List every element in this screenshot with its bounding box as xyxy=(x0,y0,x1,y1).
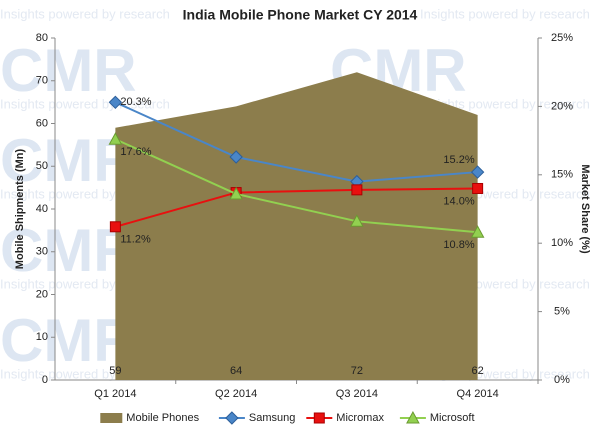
legend-swatch xyxy=(100,413,123,423)
legend-label: Microsoft xyxy=(430,412,475,424)
data-label: 17.6% xyxy=(120,146,151,158)
x-tick-label: Q1 2014 xyxy=(94,388,136,400)
watermark-text: Insights powered by research xyxy=(420,6,590,21)
area xyxy=(115,72,478,380)
point xyxy=(470,225,485,238)
y2-tick-label: 25% xyxy=(551,32,573,44)
chart-title: India Mobile Phone Market CY 2014 xyxy=(183,7,418,23)
y2-tick-label: 20% xyxy=(551,100,573,112)
watermark-logo: CMR xyxy=(0,307,137,374)
point xyxy=(108,132,123,145)
point xyxy=(470,165,485,179)
data-label: 20.3% xyxy=(120,96,151,108)
legend-label: Mobile Phones xyxy=(126,412,199,424)
y-tick-label: 0 xyxy=(42,374,48,386)
watermark-text: Insights powered by research xyxy=(420,96,590,111)
line xyxy=(114,101,478,183)
y-axis-label: Mobile Shipments (Mn) xyxy=(14,148,26,269)
y-tick-label: 80 xyxy=(36,32,48,44)
legend-marker xyxy=(406,410,420,424)
legend-label: Micromax xyxy=(336,412,384,424)
y2-tick-label: 5% xyxy=(554,306,570,318)
y-tick-label: 20 xyxy=(36,288,48,300)
line xyxy=(114,138,478,234)
data-label: 72 xyxy=(351,365,363,377)
legend-marker xyxy=(225,411,239,425)
point xyxy=(472,182,484,194)
data-label: 14.0% xyxy=(443,195,474,207)
point xyxy=(350,214,364,227)
x-tick-label: Q2 2014 xyxy=(215,388,257,400)
point xyxy=(109,221,121,233)
y-tick-label: 50 xyxy=(36,160,48,172)
point xyxy=(351,184,363,196)
y2-tick-label: 15% xyxy=(551,169,573,181)
point xyxy=(108,95,123,110)
y-tick-label: 10 xyxy=(36,331,48,343)
legend-marker xyxy=(313,412,325,424)
watermark-text: Insights powered by research xyxy=(0,6,170,21)
line xyxy=(115,187,478,228)
x-tick-label: Q4 2014 xyxy=(457,388,499,400)
y-tick-label: 60 xyxy=(36,117,48,129)
y2-axis-label: Market Share (%) xyxy=(579,164,591,254)
y2-tick-label: 0% xyxy=(554,374,570,386)
data-label: 64 xyxy=(230,365,242,377)
legend-label: Samsung xyxy=(249,412,295,424)
x-tick-label: Q3 2014 xyxy=(336,388,378,400)
y-tick-label: 30 xyxy=(36,246,48,258)
data-label: 11.2% xyxy=(120,234,151,246)
y2-tick-label: 10% xyxy=(551,237,573,249)
data-label: 15.2% xyxy=(443,154,474,166)
data-label: 10.8% xyxy=(443,239,474,251)
data-label: 59 xyxy=(109,365,121,377)
point xyxy=(229,150,243,164)
y-tick-label: 40 xyxy=(36,203,48,215)
watermark-logo: CMR xyxy=(0,37,137,104)
y-tick-label: 70 xyxy=(36,75,48,87)
data-label: 62 xyxy=(472,365,484,377)
point xyxy=(229,186,243,200)
